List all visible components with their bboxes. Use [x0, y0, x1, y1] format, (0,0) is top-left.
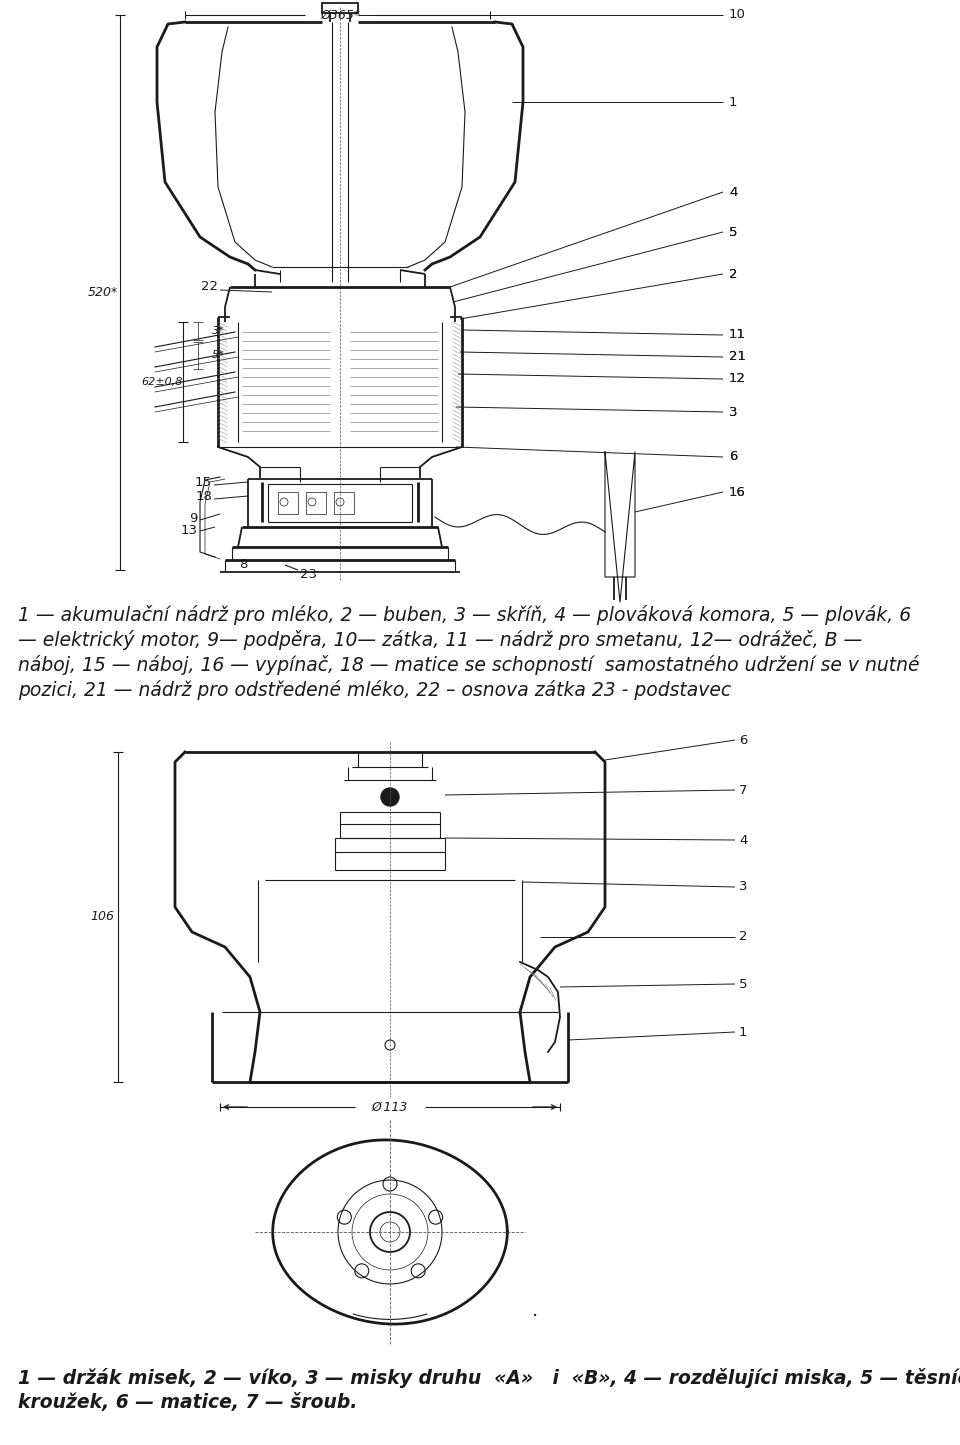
Text: 23: 23 [300, 568, 317, 581]
Text: pozici, 21 — nádrž pro odstředené mléko, 22 – osnova zátka 23 - podstavec: pozici, 21 — nádrž pro odstředené mléko,… [18, 681, 732, 699]
Text: 3: 3 [739, 880, 748, 893]
Text: 12: 12 [729, 373, 746, 386]
Text: 15: 15 [195, 475, 212, 488]
Text: 5: 5 [739, 977, 748, 990]
Text: 6: 6 [739, 734, 748, 747]
Text: 9: 9 [190, 513, 198, 526]
Text: .: . [532, 1300, 539, 1319]
Text: 16: 16 [729, 486, 746, 499]
Text: 11: 11 [729, 328, 746, 341]
Text: 5: 5 [729, 225, 737, 238]
Text: — elektrický motor, 9— podpěra, 10— zátka, 11 — nádrž pro smetanu, 12— odrážeč, : — elektrický motor, 9— podpěra, 10— zátk… [18, 630, 862, 650]
Text: 3: 3 [729, 406, 737, 419]
Text: 3: 3 [729, 406, 737, 419]
Bar [334, 491, 354, 514]
Text: 13: 13 [181, 525, 198, 538]
Text: 22: 22 [201, 280, 218, 293]
Text: 6: 6 [729, 451, 737, 464]
Text: 1 — držák misek, 2 — víko, 3 — misky druhu  «A»   i  «B», 4 — rozdělujíci miska,: 1 — držák misek, 2 — víko, 3 — misky dru… [18, 1368, 960, 1389]
Text: Ø365*: Ø365* [320, 9, 360, 22]
Text: 520*: 520* [88, 286, 118, 299]
Text: 4: 4 [729, 185, 737, 198]
Circle shape [381, 788, 399, 806]
Text: 106: 106 [90, 910, 114, 923]
Text: 2: 2 [739, 931, 748, 944]
Text: 16: 16 [729, 486, 746, 499]
Text: 10: 10 [729, 9, 746, 22]
Bar [306, 491, 326, 514]
Text: 12: 12 [729, 373, 746, 386]
Text: Ø 113: Ø 113 [372, 1101, 408, 1114]
Text: 4: 4 [729, 185, 737, 198]
Text: 21: 21 [729, 351, 746, 364]
Text: 6: 6 [729, 451, 737, 464]
Text: 7: 7 [739, 783, 748, 796]
Text: 21: 21 [729, 351, 746, 364]
Text: 4: 4 [739, 834, 748, 847]
Text: 5: 5 [729, 225, 737, 238]
Text: 2: 2 [729, 267, 737, 280]
Text: 18: 18 [195, 490, 212, 503]
Text: kroužek, 6 — matice, 7 — šroub.: kroužek, 6 — matice, 7 — šroub. [18, 1393, 357, 1412]
Text: 1 — akumulační nádrž pro mléko, 2 — buben, 3 — skříň, 4 — plováková komora, 5 — : 1 — akumulační nádrž pro mléko, 2 — bube… [18, 605, 911, 626]
Text: náboj, 15 — náboj, 16 — vypínač, 18 — matice se schopností  samostatného udržení: náboj, 15 — náboj, 16 — vypínač, 18 — ma… [18, 655, 920, 675]
Text: 62±0,8: 62±0,8 [141, 377, 182, 387]
Text: 11: 11 [729, 328, 746, 341]
Text: 5*: 5* [212, 350, 225, 360]
Text: 8: 8 [240, 558, 248, 571]
Bar [278, 491, 298, 514]
Text: 3*: 3* [212, 327, 225, 337]
Text: 1: 1 [729, 95, 737, 108]
Text: 1: 1 [739, 1026, 748, 1039]
Text: 2: 2 [729, 267, 737, 280]
